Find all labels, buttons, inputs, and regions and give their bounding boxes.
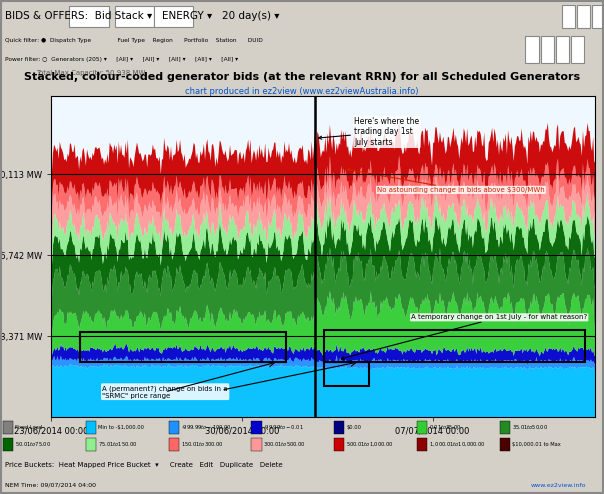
Bar <box>86 438 96 451</box>
Text: $50.01 to $75.00: $50.01 to $75.00 <box>15 440 51 448</box>
Bar <box>251 421 262 434</box>
Bar <box>69 6 109 27</box>
Text: $35.01 to $50.00: $35.01 to $50.00 <box>512 423 548 431</box>
Text: $150.01 to $300.00: $150.01 to $300.00 <box>181 440 223 448</box>
Bar <box>154 6 193 27</box>
Text: $0.00: $0.00 <box>346 425 361 430</box>
Text: A (permanent?) change on bids in a
"SRMC" price range: A (permanent?) change on bids in a "SRMC… <box>103 385 228 399</box>
Bar <box>417 438 427 451</box>
Bar <box>115 6 154 27</box>
Bar <box>562 5 575 28</box>
Text: -$999.99 to -$100.00: -$999.99 to -$100.00 <box>181 423 231 431</box>
Bar <box>500 421 510 434</box>
Text: BIDS & OFFERS:  Bid Stack ▾   ENERGY ▾   20 day(s) ▾: BIDS & OFFERS: Bid Stack ▾ ENERGY ▾ 20 d… <box>5 11 279 21</box>
Bar <box>251 438 262 451</box>
Text: Quick filter: ●  Dispatch Type              Fuel Type    Region      Portfolio  : Quick filter: ● Dispatch Type Fuel Type … <box>5 38 263 42</box>
Text: www.ez2view.info: www.ez2view.info <box>530 483 586 488</box>
Bar <box>169 421 179 434</box>
Bar <box>324 330 585 362</box>
Text: Here's where the
trading day 1st
July starts: Here's where the trading day 1st July st… <box>319 117 419 147</box>
Text: Power filter: ○  Generators (205) ▾     [All] ▾     [All] ▾     [All] ▾     [All: Power filter: ○ Generators (205) ▾ [All]… <box>5 57 238 62</box>
Text: Min to -$1,000.00: Min to -$1,000.00 <box>98 425 144 430</box>
Bar <box>592 5 604 28</box>
Text: $0.01 to $35.00: $0.01 to $35.00 <box>429 423 462 431</box>
Bar <box>571 36 584 63</box>
Bar <box>3 421 13 434</box>
Bar <box>169 438 179 451</box>
Text: $75.01 to $150.00: $75.01 to $150.00 <box>98 440 137 448</box>
Bar <box>556 36 569 63</box>
Bar <box>541 36 554 63</box>
Text: Total Max Capacity: 50,938 MW: Total Max Capacity: 50,938 MW <box>36 70 146 76</box>
Text: $300.01 to $500.00: $300.01 to $500.00 <box>263 440 306 448</box>
Bar <box>80 332 286 362</box>
Text: Stacked, colour-coded generator bids (at the relevant RRN) for all Scheduled Gen: Stacked, colour-coded generator bids (at… <box>24 72 580 82</box>
Text: -$99.99 to -$0.01: -$99.99 to -$0.01 <box>263 423 304 431</box>
Bar <box>525 36 539 63</box>
Bar <box>334 421 344 434</box>
Bar <box>500 438 510 451</box>
Text: $500.01 to $1,000.00: $500.01 to $1,000.00 <box>346 440 394 448</box>
Text: $10,000.01 to Max: $10,000.01 to Max <box>512 442 561 447</box>
Bar <box>324 362 369 386</box>
Text: $1,000.01 to $10,000.00: $1,000.01 to $10,000.00 <box>429 440 486 448</box>
Text: Price Buckets:  Heat Mapped Price Bucket  ▾     Create   Edit   Duplicate   Dele: Price Buckets: Heat Mapped Price Bucket … <box>5 462 283 468</box>
Text: No astounding change in bids above $300/MWh: No astounding change in bids above $300/… <box>347 168 545 193</box>
Bar <box>86 421 96 434</box>
Bar <box>577 5 590 28</box>
Bar <box>334 438 344 451</box>
Text: chart produced in ez2view (www.ez2viewAustralia.info): chart produced in ez2view (www.ez2viewAu… <box>185 87 419 96</box>
Bar <box>3 438 13 451</box>
Text: A temporary change on 1st July - for what reason?: A temporary change on 1st July - for wha… <box>341 314 587 360</box>
Text: Fixed Load: Fixed Load <box>15 425 42 430</box>
Text: NEM Time: 09/07/2014 04:00: NEM Time: 09/07/2014 04:00 <box>5 483 96 488</box>
Bar <box>417 421 427 434</box>
